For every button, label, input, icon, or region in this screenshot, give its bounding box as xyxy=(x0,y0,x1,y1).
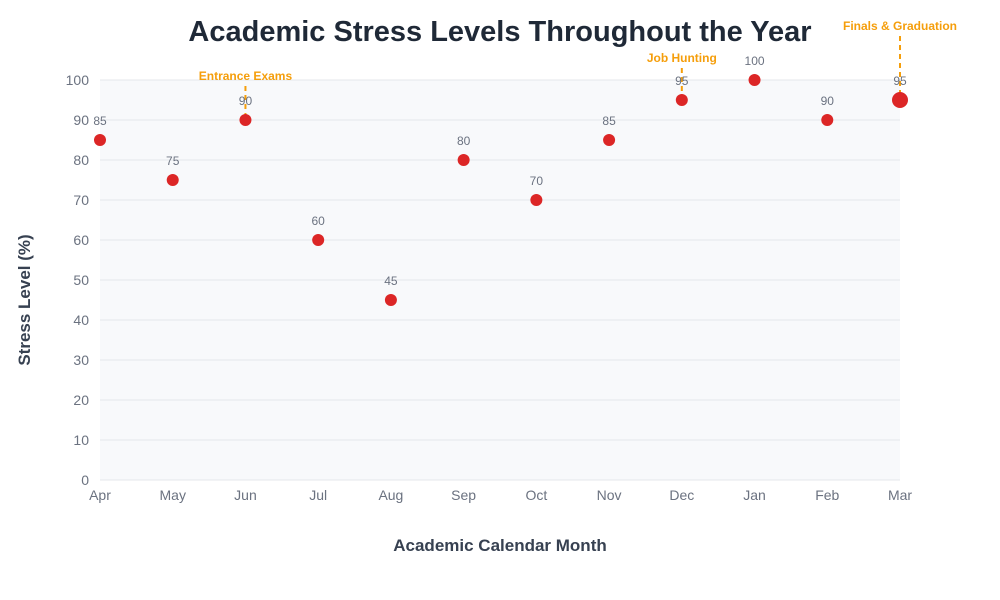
data-label: 60 xyxy=(312,214,326,228)
y-tick-label: 80 xyxy=(73,152,89,168)
data-point[interactable] xyxy=(603,134,616,146)
data-point[interactable] xyxy=(821,114,834,126)
y-tick-label: 20 xyxy=(73,392,89,408)
data-label: 80 xyxy=(457,134,471,148)
x-tick-label: Dec xyxy=(669,487,694,503)
x-tick-label: Jan xyxy=(743,487,766,503)
y-axis-label: Stress Level (%) xyxy=(15,234,34,365)
data-label: 95 xyxy=(893,74,907,88)
y-tick-label: 70 xyxy=(73,192,89,208)
data-label: 90 xyxy=(821,94,835,108)
y-tick-label: 0 xyxy=(81,472,89,488)
data-point[interactable] xyxy=(166,174,179,186)
x-tick-label: Mar xyxy=(888,487,912,503)
annotation-label: Job Hunting xyxy=(647,51,717,65)
data-point[interactable] xyxy=(312,234,325,246)
chart-title: Academic Stress Levels Throughout the Ye… xyxy=(188,16,811,48)
y-tick-label: 100 xyxy=(66,72,90,88)
data-point[interactable] xyxy=(892,92,908,108)
x-tick-label: Jun xyxy=(234,487,257,503)
x-tick-label: Aug xyxy=(378,487,403,503)
data-point[interactable] xyxy=(94,134,106,146)
y-tick-label: 10 xyxy=(73,432,89,448)
x-tick-label: Apr xyxy=(89,487,111,503)
y-tick-label: 60 xyxy=(73,232,89,248)
data-label: 45 xyxy=(384,274,398,288)
y-tick-label: 50 xyxy=(73,272,89,288)
x-tick-label: May xyxy=(160,487,186,503)
y-tick-label: 30 xyxy=(73,352,89,368)
data-label: 90 xyxy=(239,94,253,108)
data-label: 100 xyxy=(745,54,765,68)
x-tick-label: Jul xyxy=(309,487,327,503)
data-point[interactable] xyxy=(675,94,688,106)
data-point[interactable] xyxy=(457,154,470,166)
data-label: 85 xyxy=(93,114,107,128)
x-tick-label: Oct xyxy=(525,487,547,503)
data-point[interactable] xyxy=(384,294,397,306)
x-tick-label: Feb xyxy=(815,487,839,503)
data-point[interactable] xyxy=(239,114,252,126)
data-point[interactable] xyxy=(748,74,761,86)
data-label: 85 xyxy=(602,114,616,128)
x-axis-label: Academic Calendar Month xyxy=(393,536,607,555)
y-tick-label: 40 xyxy=(73,312,89,328)
data-label: 70 xyxy=(530,174,544,188)
annotation-label: Entrance Exams xyxy=(199,69,293,83)
annotation-label: Finals & Graduation xyxy=(843,19,957,33)
x-tick-label: Sep xyxy=(451,487,476,503)
y-tick-label: 90 xyxy=(73,112,89,128)
data-label: 95 xyxy=(675,74,689,88)
x-tick-label: Nov xyxy=(597,487,622,503)
data-point[interactable] xyxy=(530,194,543,206)
data-label: 75 xyxy=(166,154,180,168)
